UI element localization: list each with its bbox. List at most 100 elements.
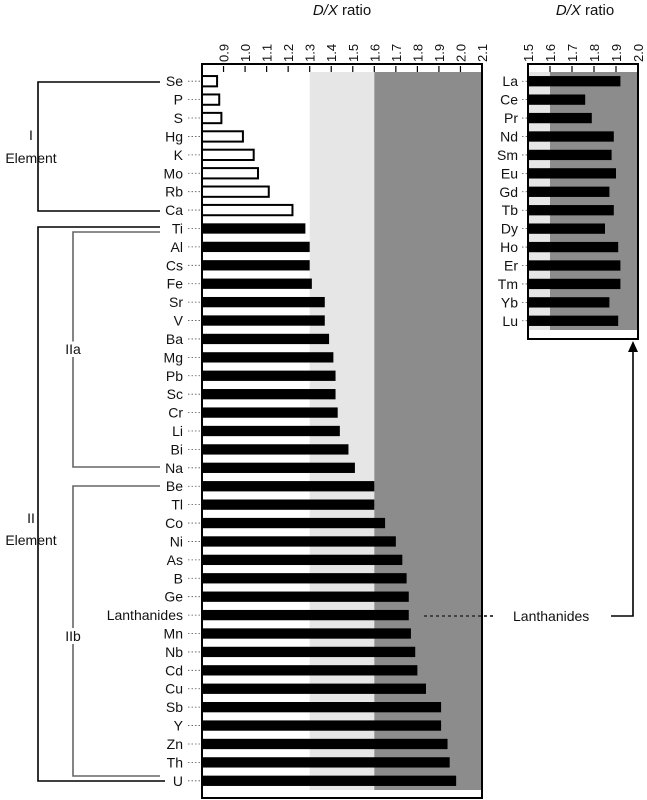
lanthanides-arrow-head (628, 341, 638, 352)
bar-nd (528, 131, 614, 142)
inset-chart: 1.5 1.6 1.7 1.8 1.9 2.0 La Ce Pr Nd Sm Eu Gd Tb Dy Ho E… (497, 2, 646, 340)
bar-la (528, 76, 621, 87)
bar-tm (528, 278, 621, 290)
bar-k (201, 148, 255, 162)
bar-hg (201, 130, 244, 143)
category-label-be: Be (166, 478, 183, 494)
category-label-y: Y (174, 718, 184, 734)
group-i-label: I (29, 127, 33, 143)
bar-lanthanides (202, 609, 409, 621)
category-label-as: As (167, 552, 183, 568)
bar-al (202, 241, 310, 253)
category-label-co: Co (165, 515, 183, 531)
bar-er (528, 260, 621, 271)
bar-mn (202, 628, 411, 639)
bar-y (202, 720, 442, 731)
category-label-ba: Ba (166, 331, 183, 347)
x-tick-label-8: 1.7 (389, 44, 404, 62)
category-label-tl: Tl (171, 497, 183, 513)
bar-na (202, 462, 355, 473)
category-label-s: S (174, 110, 183, 126)
bar-ge (202, 591, 409, 602)
x-tick-label-0: 0.9 (217, 44, 232, 62)
lanthanides-annotation: Lanthanides (513, 608, 589, 624)
x-tick-label-0: 1.5 (521, 44, 536, 62)
category-label-ge: Ge (164, 589, 183, 605)
bar-u (202, 775, 457, 786)
x-tick-label-5: 1.4 (324, 44, 339, 62)
bar-th (202, 757, 450, 768)
category-label-dy: Dy (501, 221, 518, 237)
bar-zn (202, 738, 448, 750)
bar-p (201, 93, 221, 106)
category-label-v: V (174, 313, 184, 329)
main-chart: 0.9 1.0 1.1 1.2 1.3 1.4 1.5 1.6 1.7 1.8 1.9 2.0 2.1 … (107, 2, 490, 799)
background-band-1 (550, 72, 638, 330)
bar-sb (202, 701, 442, 713)
bar-as (202, 554, 403, 566)
category-label-nb: Nb (165, 644, 183, 660)
category-label-se: Se (166, 73, 183, 89)
lanthanides-connector: Lanthanides (424, 341, 638, 624)
category-label-tm: Tm (498, 276, 518, 292)
group-ii-bracket (37, 226, 165, 782)
x-tick-label-1: 1.6 (543, 44, 558, 62)
x-tick-label-4: 1.3 (303, 44, 318, 62)
category-label-al: Al (171, 239, 183, 255)
x-tick-label-4: 1.9 (609, 44, 624, 62)
category-label-sr: Sr (169, 294, 183, 310)
category-label-cd: Cd (165, 662, 183, 678)
category-label-sm: Sm (497, 147, 518, 163)
category-label-la: La (502, 73, 518, 89)
category-label-er: Er (504, 258, 518, 274)
main-plot-frame (201, 63, 483, 799)
bar-fe (202, 278, 312, 289)
category-label-yb: Yb (501, 294, 518, 310)
category-label-pr: Pr (504, 110, 518, 126)
x-tick-label-12: 2.1 (475, 44, 490, 62)
category-label-lu: Lu (502, 313, 518, 329)
x-tick-label-2: 1.1 (260, 44, 275, 62)
group-ii-sublabel: Element (5, 532, 56, 548)
category-label-na: Na (165, 460, 183, 476)
group-iia-label: IIa (65, 341, 81, 357)
bar-ce (528, 94, 586, 105)
category-label-p: P (174, 92, 183, 108)
group-iib-bracket (72, 485, 160, 777)
bar-yb (528, 297, 610, 308)
bar-v (202, 315, 325, 326)
group-iib-label: IIb (65, 628, 81, 644)
category-label-bi: Bi (171, 441, 183, 457)
bar-ca (201, 203, 294, 217)
bar-li (202, 425, 340, 437)
bar-tb (528, 205, 614, 216)
background-band-2 (374, 72, 482, 790)
bar-pr (528, 112, 592, 124)
category-label-ti: Ti (172, 220, 183, 236)
main-chart-title: D/X ratio (313, 2, 371, 19)
category-label-nd: Nd (500, 129, 518, 145)
bar-se (201, 75, 219, 88)
bar-ho (528, 241, 619, 253)
group-i-sublabel: Element (5, 150, 56, 166)
category-label-cs: Cs (166, 257, 183, 273)
category-label-mg: Mg (164, 349, 183, 365)
bar-pb (202, 370, 336, 381)
bar-co (202, 517, 386, 529)
category-label-lanthanides: Lanthanides (107, 607, 183, 623)
category-label-eu: Eu (501, 165, 518, 181)
inset-chart-title: D/X ratio (556, 2, 614, 19)
category-label-fe: Fe (167, 276, 184, 292)
x-tick-label-3: 1.8 (587, 44, 602, 62)
category-label-cr: Cr (168, 405, 183, 421)
category-label-zn: Zn (167, 736, 183, 752)
bar-nb (202, 646, 416, 658)
category-label-mo: Mo (164, 165, 184, 181)
bar-sm (528, 149, 612, 161)
category-label-tb: Tb (502, 202, 519, 218)
background-band-0 (528, 72, 550, 330)
x-tick-label-11: 2.0 (453, 44, 468, 62)
lanthanides-arrow-line (611, 350, 634, 617)
category-label-ho: Ho (500, 239, 518, 255)
